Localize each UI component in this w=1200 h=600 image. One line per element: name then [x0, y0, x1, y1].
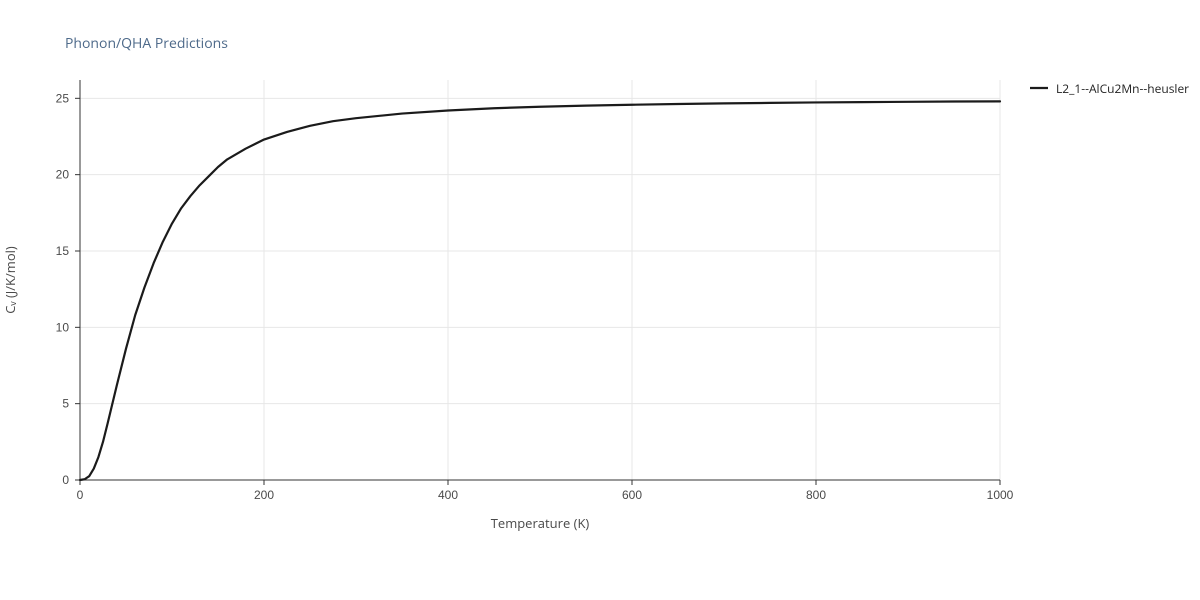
x-tick-label: 400 — [438, 488, 458, 502]
y-tick-label: 20 — [56, 168, 70, 182]
x-tick-label: 200 — [254, 488, 274, 502]
x-tick-label: 600 — [622, 488, 642, 502]
y-axis-label: Cᵥ (J/K/mol) — [1, 210, 19, 350]
y-tick-label: 0 — [62, 473, 69, 487]
chart-title: Phonon/QHA Predictions — [65, 34, 228, 53]
legend-item-label: L2_1--AlCu2Mn--heusler — [1056, 80, 1189, 97]
x-tick-label: 1000 — [987, 488, 1014, 502]
series-line — [80, 101, 1000, 480]
x-tick-label: 0 — [77, 488, 84, 502]
y-tick-label: 10 — [56, 320, 70, 334]
y-tick-label: 25 — [56, 91, 70, 105]
x-tick-label: 800 — [806, 488, 826, 502]
y-tick-label: 15 — [56, 244, 70, 258]
y-tick-label: 5 — [62, 397, 69, 411]
x-axis-label: Temperature (K) — [480, 514, 600, 532]
cv-vs-temperature-chart: 0 200 400 600 800 1000 0 5 10 15 20 25 — [0, 0, 1200, 600]
